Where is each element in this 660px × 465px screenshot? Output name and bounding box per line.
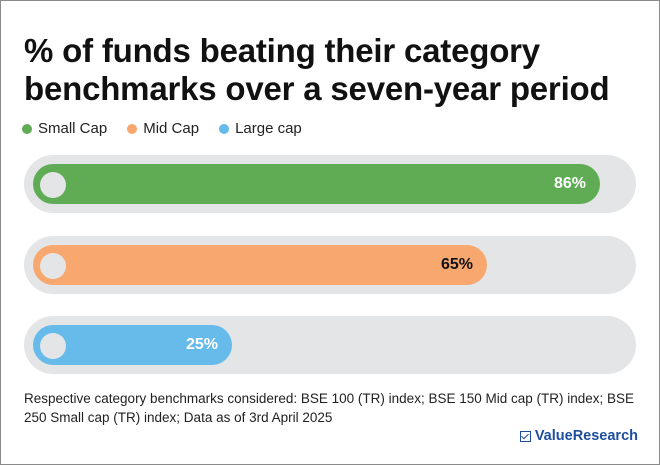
bar-value-label: 25% [185, 336, 218, 353]
bar-mid-cap: 65% [33, 245, 487, 285]
chart-title: % of funds beating their category benchm… [24, 32, 610, 107]
bar-large-cap: 25% [33, 325, 232, 365]
brand-logo: ValueResearch [519, 428, 638, 444]
bar-track-small-cap: 86% [24, 155, 636, 213]
legend-label: Small Cap [38, 120, 108, 137]
legend-item-small-cap: Small Cap [22, 120, 107, 137]
legend: Small Cap Mid Cap Large cap [22, 120, 302, 137]
legend-item-large-cap: Large cap [219, 120, 302, 137]
bar-value-label: 65% [440, 256, 473, 273]
legend-item-mid-cap: Mid Cap [127, 120, 199, 137]
checkbox-logo-icon [519, 430, 531, 442]
bar-track-mid-cap: 65% [24, 236, 636, 294]
bar-small-cap: 86% [33, 164, 600, 204]
legend-dot-icon [219, 123, 230, 134]
legend-dot-icon [127, 123, 138, 134]
brand-name: ValueResearch [534, 428, 638, 444]
footnote: Respective category benchmarks considere… [24, 391, 635, 425]
knob-icon [40, 333, 66, 359]
bar-track-large-cap: 25% [24, 316, 636, 374]
knob-icon [40, 253, 66, 279]
bar-value-label: 86% [553, 175, 586, 192]
knob-icon [40, 172, 66, 198]
legend-label: Mid Cap [143, 120, 200, 137]
legend-dot-icon [22, 123, 32, 134]
legend-label: Large cap [235, 120, 302, 137]
